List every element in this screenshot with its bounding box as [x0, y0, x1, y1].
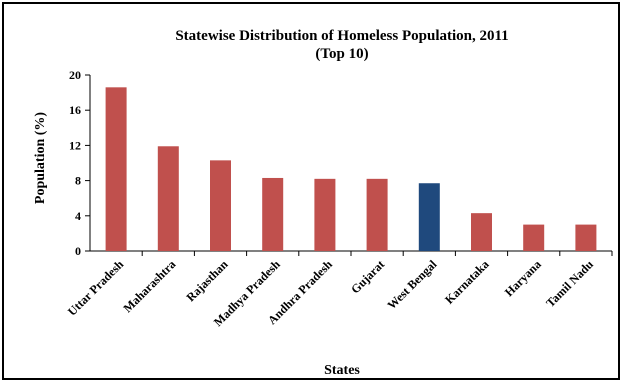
- bar: [471, 213, 492, 251]
- bar: [314, 178, 336, 251]
- chart-border: [2, 2, 620, 380]
- y-axis-title: Population (%): [33, 112, 48, 205]
- y-tick-label: 0: [75, 244, 81, 258]
- bar: [105, 87, 127, 251]
- y-tick-label: 4: [75, 209, 81, 223]
- bar: [575, 224, 597, 251]
- chart-title: Statewise Distribution of Homeless Popul…: [175, 28, 508, 44]
- bar: [157, 146, 179, 251]
- chart-subtitle: (Top 10): [315, 46, 368, 62]
- bar: [366, 178, 388, 251]
- bar: [418, 183, 440, 251]
- y-tick-label: 20: [69, 68, 81, 82]
- y-tick-label: 16: [69, 103, 81, 117]
- bar: [523, 224, 545, 251]
- bar: [262, 177, 284, 251]
- y-tick-label: 12: [69, 138, 81, 152]
- x-axis-title: States: [324, 363, 360, 378]
- bar: [210, 160, 231, 251]
- y-tick-label: 8: [75, 174, 81, 188]
